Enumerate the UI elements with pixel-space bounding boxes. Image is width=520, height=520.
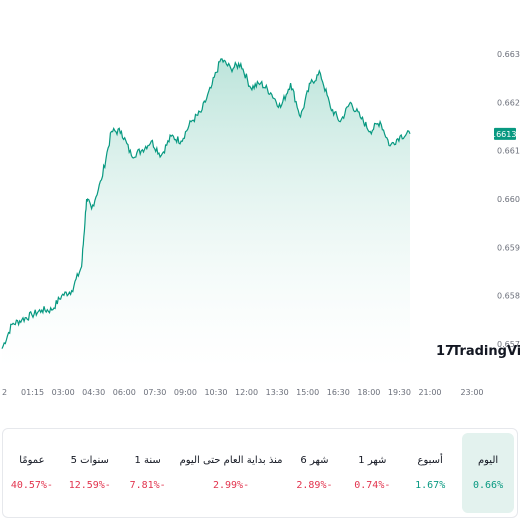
period-label: أسبوع — [417, 455, 443, 466]
chart-canvas[interactable]: 0.66300 0.66200 0.66100 0.66000 0.65900 0.658… — [0, 0, 520, 400]
x-tick-label: 2 — [2, 388, 7, 397]
x-tick-label: 01:15 — [21, 388, 44, 397]
price-chart[interactable]: 0.66300 0.66200 0.66100 0.66000 0.65900 0.658… — [0, 0, 520, 400]
period-change-value: 12.59%- — [68, 480, 111, 491]
period-change-value: 1.67% — [415, 480, 446, 491]
period-change-value: 7.81%- — [129, 480, 166, 491]
x-tick-label: 19:30 — [388, 388, 411, 397]
period-label: 1 سنة — [134, 455, 161, 466]
last-value-tag: 0.66135 — [488, 127, 520, 140]
tradingview-mark-icon: 17 — [436, 344, 454, 359]
y-tick-label: 0.66200 — [497, 98, 520, 107]
period-tab-5[interactable]: 1 سنة 7.81%- — [122, 433, 174, 513]
period-label: اليوم — [477, 455, 499, 466]
last-value-label: 0.66135 — [488, 130, 520, 139]
x-tick-label: 04:30 — [82, 388, 105, 397]
period-tab-2[interactable]: 1 شهر 0.74%- — [346, 433, 398, 513]
period-change-value: 0.66% — [473, 480, 504, 491]
x-tick-label: 16:30 — [327, 388, 350, 397]
price-line — [1, 58, 411, 349]
x-tick-label: 21:00 — [418, 388, 441, 397]
y-tick-label: 0.65700 — [497, 340, 520, 349]
x-tick-label: 09:00 — [174, 388, 197, 397]
y-tick-label: 0.66000 — [497, 195, 520, 204]
period-label: 5 سنوات — [70, 455, 109, 466]
x-tick-label: 06:00 — [113, 388, 136, 397]
period-tab-1[interactable]: أسبوع 1.67% — [404, 433, 456, 513]
performance-periods: اليوم 0.66% أسبوع 1.67% 1 شهر 0.74%- 6 شهر 2.89… — [2, 428, 518, 518]
period-tab-3[interactable]: 6 شهر 2.89%- — [289, 433, 341, 513]
y-tick-label: 0.65800 — [497, 292, 520, 301]
x-tick-label: 18:00 — [357, 388, 380, 397]
x-tick-label: 03:00 — [52, 388, 75, 397]
price-area — [2, 58, 410, 369]
x-tick-label: 13:30 — [266, 388, 289, 397]
x-tick-label: 10:30 — [204, 388, 227, 397]
y-tick-label: 0.66300 — [497, 50, 520, 59]
period-tab-0[interactable]: اليوم 0.66% — [462, 433, 514, 513]
period-change-value: 2.89%- — [296, 480, 333, 491]
y-tick-label: 0.66100 — [497, 147, 520, 156]
period-label: 6 شهر — [300, 455, 329, 466]
y-tick-label: 0.65900 — [497, 243, 520, 252]
tradingview-logo-text: TradingView — [452, 344, 520, 359]
x-tick-label: 12:00 — [235, 388, 258, 397]
period-change-value: 2.99%- — [212, 480, 250, 491]
period-change-value: 40.57%- — [10, 480, 53, 491]
x-tick-label: 23:00 — [460, 388, 483, 397]
period-label: عمومًا — [19, 455, 45, 466]
tradingview-logo[interactable]: 17 TradingView — [436, 344, 520, 359]
period-label: منذ بداية العام حتى اليوم — [179, 455, 283, 466]
period-change-value: 0.74%- — [354, 480, 391, 491]
x-tick-label: 07:30 — [143, 388, 166, 397]
period-tab-4[interactable]: منذ بداية العام حتى اليوم 2.99%- — [180, 433, 283, 513]
period-tab-7[interactable]: عمومًا 40.57%- — [6, 433, 58, 513]
period-tab-6[interactable]: 5 سنوات 12.59%- — [64, 433, 116, 513]
x-tick-label: 15:00 — [296, 388, 319, 397]
period-label: 1 شهر — [358, 455, 387, 466]
